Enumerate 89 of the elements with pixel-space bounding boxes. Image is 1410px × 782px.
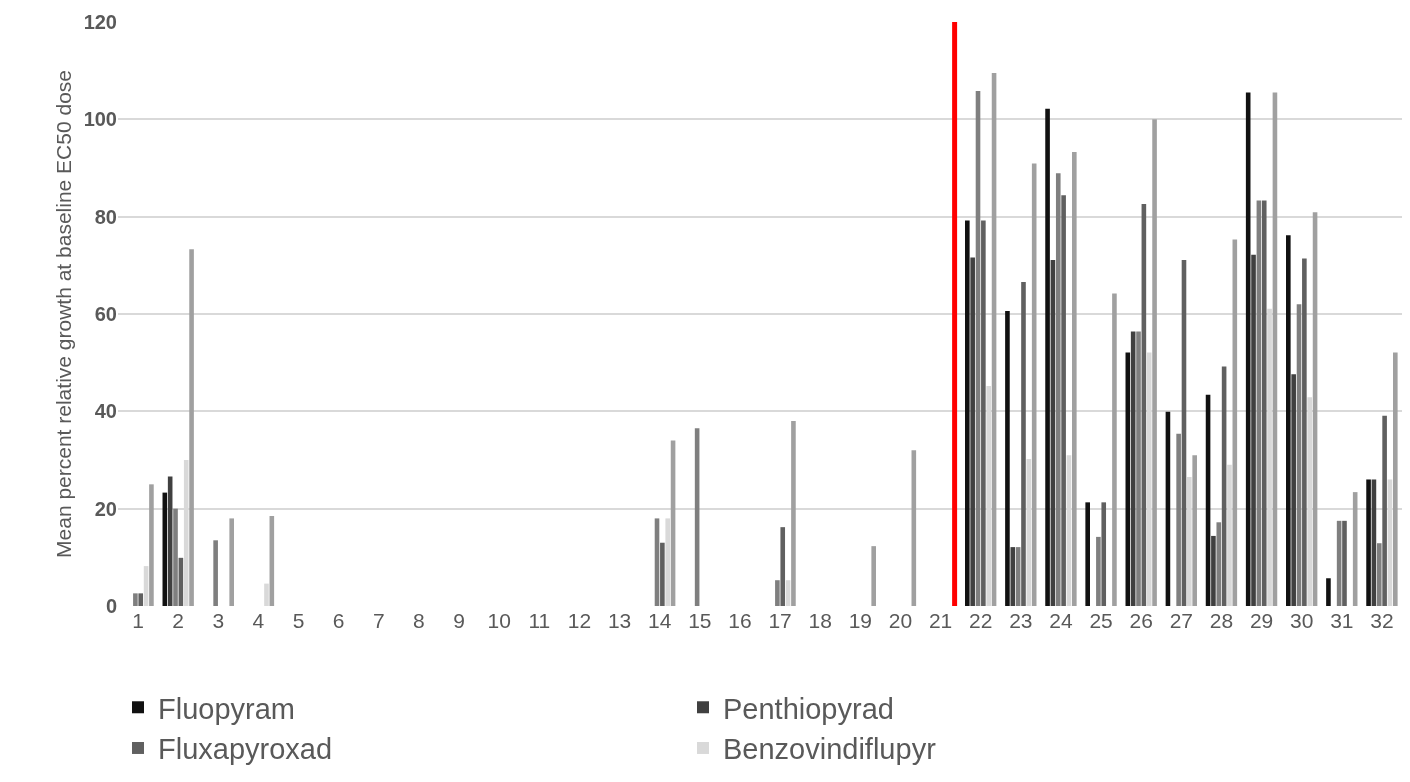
bar: [665, 518, 671, 606]
x-tick-label: 2: [172, 609, 185, 632]
bar: [149, 484, 154, 606]
bar: [1176, 433, 1181, 606]
legend-label: Penthiopyrad: [723, 692, 894, 725]
y-tick-label: 60: [94, 303, 117, 325]
y-tick-label: 80: [94, 205, 117, 228]
bar: [1136, 331, 1141, 606]
x-tick-label: 7: [372, 609, 385, 632]
x-tick-label: 21: [928, 609, 953, 632]
bar: [775, 580, 780, 606]
x-tick-label: 17: [768, 609, 792, 632]
legend-label: Fluxapyroxad: [158, 733, 333, 766]
x-tick-label: 25: [1089, 609, 1113, 632]
bar: [133, 593, 138, 606]
x-tick-label: 32: [1370, 609, 1394, 632]
x-tick-label: 27: [1169, 609, 1193, 632]
x-tick-label: 29: [1249, 609, 1274, 632]
bar: [1055, 173, 1061, 606]
bar: [1216, 522, 1222, 606]
x-tick-label: 11: [528, 609, 551, 632]
bar: [1376, 543, 1382, 606]
x-tick-label: 6: [332, 609, 345, 632]
bar: [660, 542, 665, 606]
x-tick-label: 19: [848, 609, 872, 632]
x-tick-label: 16: [728, 609, 752, 632]
bar: [1342, 520, 1347, 606]
x-tick-label: 14: [648, 609, 672, 632]
y-tick-label: 20: [94, 497, 117, 520]
x-tick-label: 23: [1009, 609, 1033, 632]
bar: [1286, 235, 1291, 606]
bar: [1382, 415, 1387, 606]
x-tick-label: 18: [808, 609, 832, 632]
x-tick-label: 12: [567, 609, 592, 632]
bar: [1261, 200, 1267, 606]
bar: [965, 220, 970, 606]
x-tick-label: 26: [1129, 609, 1153, 632]
bar: [1302, 258, 1307, 606]
bar: [1085, 502, 1090, 606]
bar: [1045, 108, 1050, 606]
bar: [213, 540, 218, 606]
bar: [1010, 547, 1016, 606]
bar: [791, 421, 796, 606]
x-tick-label: 28: [1209, 609, 1234, 632]
bar: [1005, 311, 1010, 606]
y-axis-title: Mean percent relative growth at baseline EC50 dose: [51, 70, 75, 558]
bar: [1096, 536, 1101, 606]
y-tick-label: 100: [83, 108, 117, 131]
legend-label: Fluopyram: [158, 692, 295, 725]
bar: [229, 518, 234, 606]
bar: [1192, 455, 1197, 606]
y-tick-label: 120: [83, 11, 117, 33]
bar: [871, 546, 876, 606]
x-tick-label: 24: [1049, 609, 1073, 632]
x-tick-label: 5: [292, 609, 305, 632]
bar: [1291, 374, 1296, 606]
bar: [780, 527, 786, 606]
bar: [981, 220, 986, 606]
x-tick-label: 4: [252, 609, 265, 632]
x-tick-label: 1: [132, 609, 144, 632]
bar: [264, 583, 269, 606]
x-tick-label: 8: [413, 609, 425, 632]
x-tick-label: 20: [888, 609, 913, 632]
x-tick-label: 30: [1290, 609, 1314, 632]
bar: [1152, 119, 1157, 606]
bar: [1366, 479, 1371, 606]
x-tick-label: 31: [1330, 609, 1354, 632]
y-tick-label: 40: [94, 400, 117, 423]
bar: [1112, 293, 1117, 606]
bar: [189, 249, 194, 606]
bar: [138, 593, 144, 606]
bar: [1021, 281, 1026, 606]
y-tick-label: 0: [105, 595, 117, 617]
x-tick-label: 9: [453, 609, 465, 632]
legend-label: Benzovindiflupyr: [723, 733, 937, 766]
bar: [1072, 151, 1077, 606]
bar: [970, 257, 975, 606]
x-tick-label: 22: [969, 609, 993, 632]
x-tick-label: 3: [212, 609, 225, 632]
x-tick-label: 10: [487, 609, 511, 632]
bar: [1393, 352, 1398, 606]
bar: [1326, 578, 1331, 606]
bar: [1061, 195, 1066, 606]
x-tick-label: 15: [688, 609, 712, 632]
bar: [1101, 502, 1107, 606]
bar: [1251, 254, 1256, 606]
bar: [1211, 535, 1216, 606]
x-tick-label: 13: [607, 609, 632, 632]
bar: [173, 508, 178, 606]
